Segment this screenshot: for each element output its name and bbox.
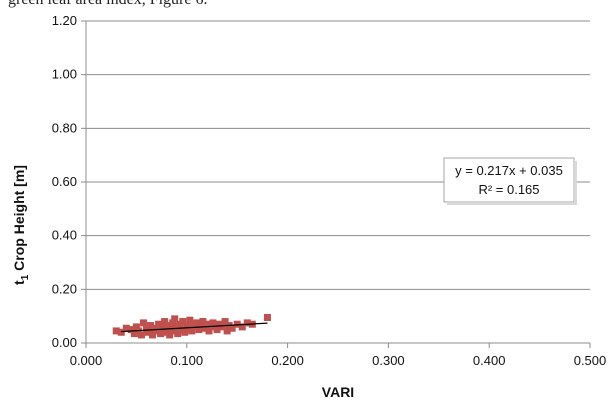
data-point xyxy=(263,314,271,322)
data-point xyxy=(228,324,236,332)
y-tick-label: 0.20 xyxy=(52,281,77,296)
data-point xyxy=(170,327,178,335)
y-tick-labels: 0.00 0.20 0.40 0.60 0.80 1.00 1.20 xyxy=(52,13,77,350)
data-point xyxy=(130,330,138,338)
x-tick-label: 0.500 xyxy=(574,353,607,368)
data-point xyxy=(179,318,187,326)
data-point xyxy=(181,328,189,336)
data-points xyxy=(112,314,271,339)
data-point xyxy=(195,326,203,334)
data-point xyxy=(221,318,229,326)
data-point xyxy=(161,318,169,326)
data-point xyxy=(122,324,130,332)
data-point xyxy=(137,331,145,339)
y-axis-title: t1 Crop Height [m] xyxy=(11,165,31,285)
caption-fragment: green leaf area index, Figure 6. xyxy=(0,0,612,12)
data-point xyxy=(132,323,140,331)
data-point xyxy=(112,327,120,335)
data-point xyxy=(127,326,135,334)
data-point xyxy=(233,320,241,328)
data-point xyxy=(117,328,125,336)
r-squared-text: R² = 0.165 xyxy=(478,182,539,197)
data-point xyxy=(169,319,177,327)
data-point xyxy=(186,316,194,324)
data-point xyxy=(205,327,213,335)
y-axis-title-subscript: 1 xyxy=(20,274,31,280)
data-point xyxy=(144,328,152,336)
x-tick-label: 0.100 xyxy=(171,353,204,368)
data-point xyxy=(201,324,209,332)
data-point xyxy=(174,330,182,338)
y-tick-label: 0.00 xyxy=(52,335,77,350)
data-point xyxy=(218,323,226,331)
data-point xyxy=(177,326,185,334)
data-point xyxy=(238,323,246,331)
trendline-group xyxy=(121,322,268,333)
data-point xyxy=(171,315,179,323)
x-tick-label: 0.200 xyxy=(271,353,304,368)
trendline xyxy=(121,322,268,333)
data-point xyxy=(193,319,201,327)
y-tick-label: 1.20 xyxy=(52,13,77,28)
data-point xyxy=(213,326,221,334)
x-tick-labels: 0.000 0.100 0.200 0.300 0.400 0.500 xyxy=(70,353,607,368)
y-tick-label: 0.40 xyxy=(52,228,77,243)
gridlines xyxy=(86,20,590,290)
data-point xyxy=(147,322,155,330)
data-point xyxy=(149,331,157,339)
data-point xyxy=(243,319,251,327)
y-axis-title-prefix: t xyxy=(11,280,27,285)
x-tick-label: 0.400 xyxy=(473,353,506,368)
data-point xyxy=(157,330,165,338)
data-point xyxy=(197,322,205,330)
data-point xyxy=(188,327,196,335)
axes xyxy=(81,20,591,348)
y-tick-label: 0.60 xyxy=(52,174,77,189)
caption-text: green leaf area index, Figure 6. xyxy=(8,0,207,9)
data-point xyxy=(199,318,207,326)
x-tick-label: 0.300 xyxy=(372,353,405,368)
y-tick-label: 1.00 xyxy=(52,67,77,82)
data-point xyxy=(166,331,174,339)
data-point xyxy=(139,319,147,327)
equation-text: y = 0.217x + 0.035 xyxy=(455,163,563,178)
data-point xyxy=(203,320,211,328)
data-point xyxy=(153,327,161,335)
equation-box: y = 0.217x + 0.035 R² = 0.165 xyxy=(443,157,577,205)
y-tick-label: 0.80 xyxy=(52,120,77,135)
y-axis-title-rest: Crop Height [m] xyxy=(11,165,27,275)
x-axis-title: VARI xyxy=(322,384,354,400)
data-point xyxy=(223,327,231,335)
x-tick-label: 0.000 xyxy=(70,353,103,368)
